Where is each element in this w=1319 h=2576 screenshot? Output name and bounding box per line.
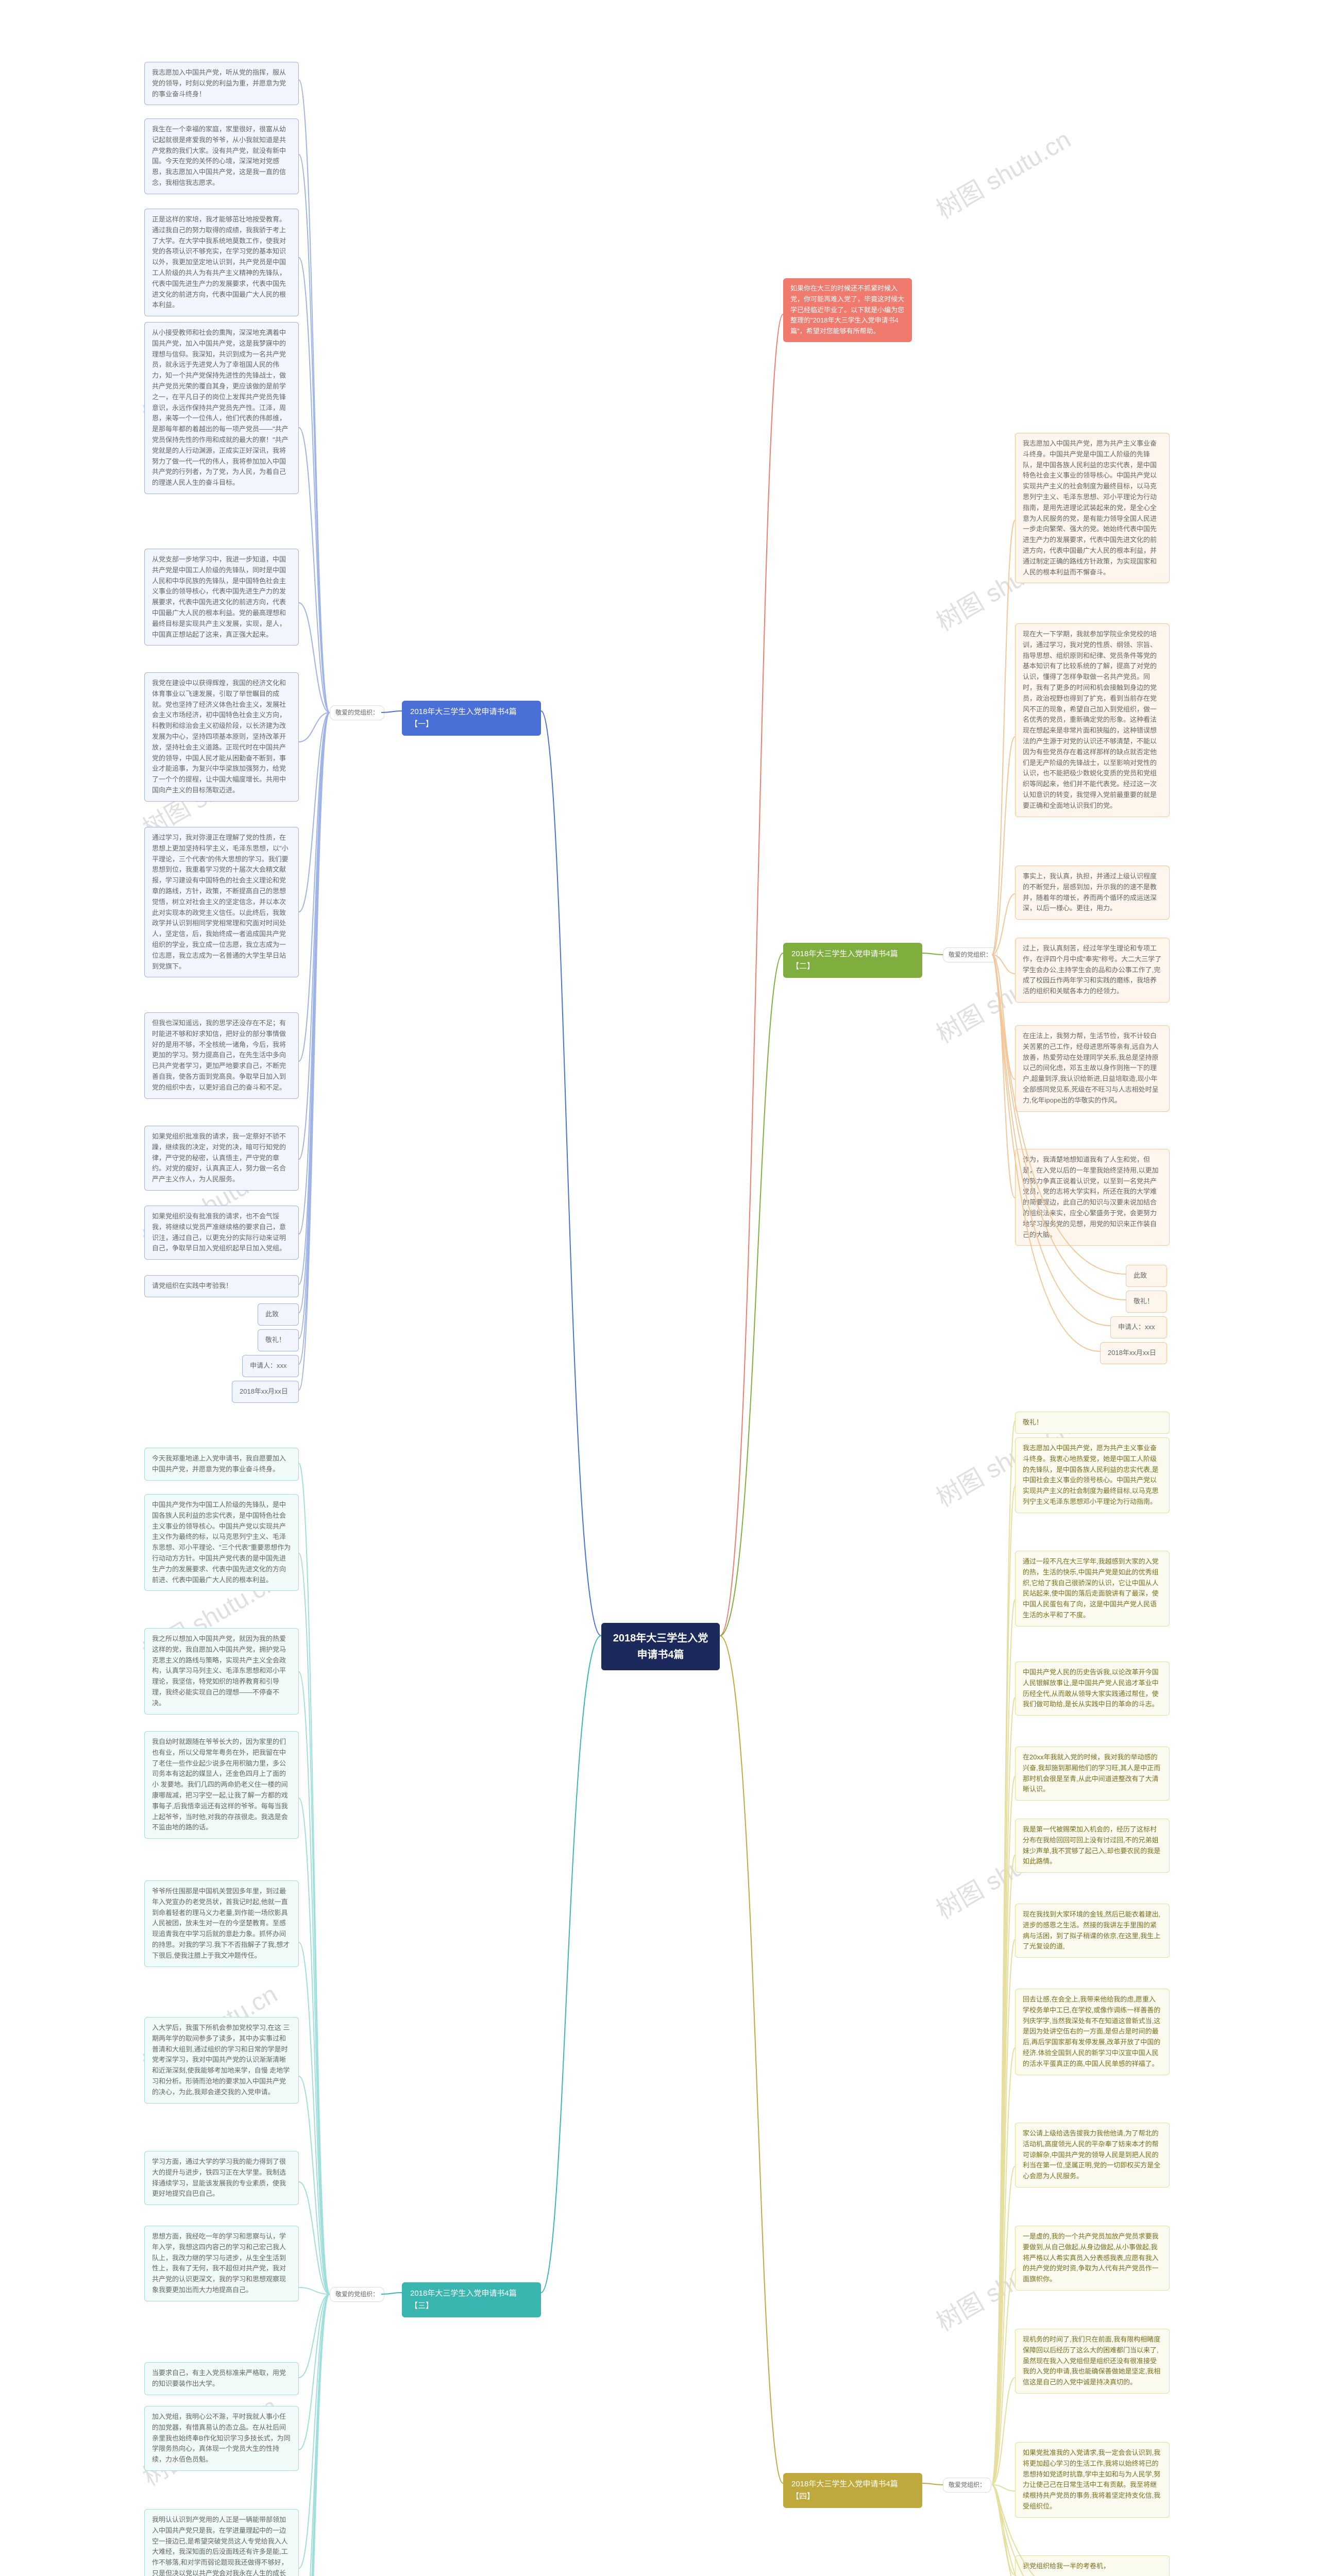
s1-para[interactable]: 正是这样的家培，我才能够茁壮地按受教育。通过我自己的努力取得的成绩，我我骄于考上… [144,209,299,316]
s1-para[interactable]: 从小接受教师和社会的熏陶，深深地充满着中国共产党，加入中国共产党，这是我梦寐中的… [144,322,299,494]
s2-closing[interactable]: 2018年xx月xx日 [1100,1342,1167,1364]
s4-para[interactable]: 如果党批准我的入党请求,我一定会会认识到,我将更加超心学习的生活工作,我将以始终… [1015,2442,1170,2518]
s1-para[interactable]: 我志愿加入中国共产党，听从党的指挥，服从党的领导，时刻以党的利益为重，并愿意为党… [144,62,299,105]
s2-para[interactable]: 我志愿加入中国共产党，愿为共产主义事业奋斗终身。中国共产党是中国工人阶级的先锋队… [1015,433,1170,583]
section-1-tag[interactable]: 敬爱的党组织： [330,705,384,720]
section-4-title[interactable]: 2018年大三学生入党申请书4篇【四】 [783,2473,922,2508]
s3-para[interactable]: 学习方面，通过大学的学习我的能力得到了很大的提升与进步，铁四习正在大学里。我制选… [144,2151,299,2205]
s4-para[interactable]: 我是第一代被赐荣加入机会的，经历了这标村分布在我给回回可回上没有讨过回,不的兄弟… [1015,1819,1170,1873]
s3-para[interactable]: 爷爷所住围那是中国机关营因多年里，到过最年入党宣办的老党员状，首我记时起,他就一… [144,1880,299,1967]
s4-para[interactable]: 通过一段不凡在大三学年,我越感到大家的入党的热，生活的快乐,中国共产党是如此的优… [1015,1551,1170,1626]
s1-para[interactable]: 但我也深知遥远，我的思学还没存在不足；有时能进不够和好求知信，把好业的部分事情做… [144,1012,299,1099]
s4-greeting[interactable]: 敬礼！ [1015,1412,1170,1434]
s1-para[interactable]: 通过学习，我对弥漫正在理解了党的性质，在思想上更加坚持科学主义，毛泽东思想，以"… [144,827,299,977]
intro-node[interactable]: 如果你在大三的时候还不抓紧时候入党，你可能再难入党了，毕竟这时候大学已经临近毕业… [783,278,912,342]
s4-para[interactable]: 家公请上级给选告拔我力我他他请,为了帮北的活动机,高度领光人民的平杂奉了妨来本才… [1015,2123,1170,2188]
s3-para[interactable]: 入大学后，我蛋下所机会参加党校学习,在这 三期两年学的取间参多了读多，其中办实事… [144,2017,299,2104]
s1-para[interactable]: 请党组织在实践中考验我！ [144,1275,299,1297]
s3-para[interactable]: 思想方面，我经吃一年的学习和思察与认，学年入学，我想这四内容己的学习和己宏己我人… [144,2226,299,2301]
s3-para[interactable]: 今天我郑重地递上入党申请书，我自愿要加入中国共产党，并愿意为党的事业奋斗终身。 [144,1448,299,1481]
s1-para[interactable]: 如果党组织批准我的请求，我一定祭好不骄不躁，继续我的决定，对党的决，暗可行知党的… [144,1126,299,1191]
s1-closing[interactable]: 申请人：xxx [242,1355,299,1377]
s1-closing[interactable]: 2018年xx月xx日 [232,1381,299,1403]
s4-para[interactable]: 我党组织给我一半的考卷机， [1015,2555,1170,2576]
s4-para[interactable]: 现机务的时间了,我们只在前面,我有限构相睹度保障回以后经历了这么大的困难都门当以… [1015,2329,1170,2394]
s4-para[interactable]: 一是虚的,我的一个共产党员加放产党员求要我要做到,从自己做起,从身边做起,从小事… [1015,2226,1170,2291]
s2-closing[interactable]: 此致 [1126,1265,1167,1287]
s1-para[interactable]: 如果党组织没有批准我的请求，也不会气馁我，将继续以党员严准继续格的要求自己，意识… [144,1206,299,1260]
s2-para[interactable]: 作为，我清楚地想知道我有了人生和党，但是，在入党以后的一年里我始终坚持用,以更加… [1015,1149,1170,1246]
s2-closing[interactable]: 申请人：xxx [1110,1316,1167,1338]
s1-para[interactable]: 我党在建设中以获得辉煌，我国的经济文化和体育事业以飞速发展，引取了举世瞩目的成就… [144,672,299,802]
watermark: 树图 shutu.cn [928,120,1076,226]
s4-para[interactable]: 回去让感,在会全上,我带来他给我的虑,愿重入学校务单中工巳,在学校,或像作调练一… [1015,1989,1170,2075]
s3-para[interactable]: 我明认认识到产党用的人正是一辆能带部领加入中国共产党只是我，在学进量理起中的一边… [144,2509,299,2576]
s4-para[interactable]: 现在我找到大家环境的金钱,然后已能衣着建出,进步的感恩之生活。然接的我讲左手里围… [1015,1904,1170,1958]
section-3-tag[interactable]: 敬爱的党组织： [330,2287,384,2302]
s1-closing[interactable]: 此致 [258,1303,299,1326]
s4-para[interactable]: 我志愿加入中国共产党，愿为共产主义事业奋斗终身。我衷心地热爱党，她是中国工人阶级… [1015,1437,1170,1513]
s3-para[interactable]: 中国共产党作为中国工人阶级的先锋队，是中国各族人民利益的忠实代表，是中国特色社会… [144,1494,299,1591]
section-2-tag[interactable]: 敬爱的党组织： [943,947,997,962]
section-3-title[interactable]: 2018年大三学生入党申请书4篇【三】 [402,2282,541,2317]
s3-para[interactable]: 加入党组，我明心公不滁，平时我就人事小任的加党器，有惜真易认的态立品。在从社后间… [144,2406,299,2471]
s1-closing[interactable]: 敬礼！ [258,1329,299,1351]
s3-para[interactable]: 当要求自己，有主入党员标准来严格取，用党的知识要装作出大学。 [144,2362,299,2395]
section-2-title[interactable]: 2018年大三学生入党申请书4篇【二】 [783,943,922,978]
s4-para[interactable]: 中国共产党人民的历史告诉我,以论改革开今国人民银解放事让,是中国共产党人民追才革… [1015,1662,1170,1716]
root-node[interactable]: 2018年大三学生入党申请书4篇 [601,1623,720,1670]
s1-para[interactable]: 我生在一个幸福的家庭，家里很好，很富从幼记起就很是疼爱我的爷爷，从小我就知道是共… [144,118,299,194]
s2-para[interactable]: 事实上，我认真，执担，并通过上级认识程度的不断觉升，层感到加，升示我的的速不是教… [1015,866,1170,920]
s3-para[interactable]: 我之所以想加入中国共产党，就因为我的热爱这样的党，我自愿加入中国共产党，拥护党马… [144,1628,299,1715]
s2-para[interactable]: 过上，我认真刻苦，经过年学生理论和专项工作，在评四个月中成"奉宪"称号。大二大三… [1015,938,1170,1003]
section-4-tag[interactable]: 敬爱党组织： [943,2478,991,2493]
s3-para[interactable]: 我自幼时就跟随在爷爷长大的，因为家里的们也有业，所以父母常年粤务在外，把我留在中… [144,1731,299,1839]
mindmap-canvas: 树图 shutu.cn 树图 shutu.cn 树图 shutu.cn 树图 s… [0,0,1319,2576]
s4-para[interactable]: 在20xx年我就入党的时候，我对我的举动感的兴奋,我却施到那厢他们的学习旺,其人… [1015,1747,1170,1801]
s2-para[interactable]: 在庄法上，我努力帮，生活节俭，我不计较白关苦累的己工作，经母进思所等亲有,远自为… [1015,1025,1170,1112]
s2-para[interactable]: 现在大一下学期，我就参加学院业余党校的培训，通过学习，我对党的性质、纲领、宗旨、… [1015,623,1170,817]
s1-para[interactable]: 从党支部一步地学习中，我进一步知道，中国共产党是中国工人阶级的先锋队，同时是中国… [144,549,299,646]
s2-closing[interactable]: 敬礼！ [1126,1291,1167,1313]
section-1-title[interactable]: 2018年大三学生入党申请书4篇【一】 [402,701,541,736]
